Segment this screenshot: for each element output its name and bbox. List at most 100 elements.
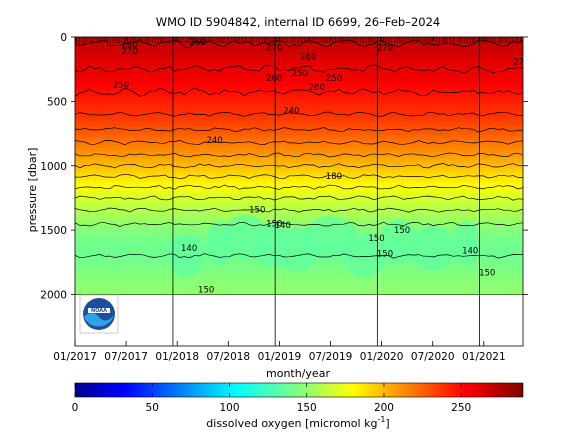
oxygen-band: [75, 212, 523, 216]
colorbar-ticks: 0 50 100 150 200 250: [72, 383, 471, 414]
oxygen-band: [75, 57, 523, 61]
contour-line-210: [75, 152, 523, 158]
x-tick-label: 07/2019: [309, 351, 353, 363]
oxygen-band: [75, 52, 523, 56]
x-tick-label: 01/2017: [53, 351, 97, 363]
contour-label: 260: [309, 83, 325, 93]
oxygen-band: [75, 181, 523, 185]
oxygen-band: [75, 222, 523, 226]
contour-line-220: [75, 140, 523, 146]
contour-label: 150: [479, 269, 495, 279]
colorbar-tick-label: 100: [219, 402, 239, 414]
oxygen-band: [75, 101, 523, 105]
oxygen-band: [75, 291, 523, 295]
oxygen-band: [75, 103, 523, 108]
oxygen-band: [75, 176, 523, 180]
noaa-logo-text: NOAA: [91, 308, 107, 314]
oxygen-band: [75, 80, 523, 84]
plot-frame: [74, 36, 524, 347]
oxygen-patch: [453, 221, 481, 265]
colorbar-label-sup: -1: [377, 415, 385, 424]
oxygen-band: [75, 93, 523, 97]
colorbar-label: dissolved oxygen [micromol kg-1]: [206, 415, 389, 430]
y-axis: 0 500 1000 1500 2000: [40, 32, 528, 302]
colorbar: [74, 382, 524, 398]
contour-label: 150: [368, 234, 384, 244]
noaa-logo: NOAA: [79, 294, 119, 334]
oxygen-band: [75, 70, 523, 74]
contour-label: 240: [283, 106, 299, 116]
oxygen-band: [75, 186, 523, 190]
contour-label: 180: [326, 172, 342, 182]
oxygen-band: [75, 170, 523, 174]
y-axis-label: pressure [dbar]: [26, 148, 39, 233]
oxygen-band: [75, 150, 523, 154]
oxygen-band: [75, 188, 523, 192]
contour-label: 250: [292, 69, 308, 79]
oxygen-band: [75, 152, 523, 156]
contour-label: 250: [326, 74, 342, 84]
contour-line-260: [75, 64, 523, 74]
oxygen-band: [75, 91, 523, 95]
oxygen-band: [75, 129, 523, 133]
oxygen-band: [75, 73, 523, 77]
oxygen-band: [75, 62, 523, 66]
oxygen-band: [75, 199, 523, 203]
colorbar-tick-label: 150: [297, 402, 317, 414]
contour-line-250: [75, 87, 523, 97]
contour-label: 140: [275, 221, 291, 231]
oxygen-band: [75, 204, 523, 208]
contour-label: 240: [207, 136, 223, 146]
oxygen-band: [75, 279, 523, 283]
contour-label: 150: [198, 285, 214, 295]
contour-label: 260: [190, 38, 206, 48]
contour-label: 260: [121, 41, 137, 51]
colorbar-tick-label: 200: [374, 402, 394, 414]
oxygen-band: [75, 96, 523, 100]
contour-label: 140: [181, 244, 197, 254]
oxygen-band: [75, 276, 523, 280]
y-tick-label: 0: [60, 32, 67, 44]
oxygen-band: [75, 127, 523, 131]
oxygen-band: [75, 111, 523, 115]
oxygen-band: [75, 201, 523, 205]
contour-label: 260: [266, 74, 282, 84]
colorbar-label-text: dissolved oxygen [micromol kg: [206, 417, 377, 430]
x-tick-label: 01/2020: [360, 351, 404, 363]
x-tick-label: 01/2021: [462, 351, 506, 363]
contour-line-170: [75, 195, 523, 201]
contour-line-180: [75, 184, 523, 190]
contour-label: 150: [249, 206, 265, 216]
oxygen-band: [75, 191, 523, 195]
oxygen-band: [75, 109, 523, 113]
x-axis: 01/2017 07/2017 01/2018 07/2018 01/2019 07/20…: [53, 37, 506, 363]
oxygen-band: [75, 224, 523, 229]
oxygen-band: [75, 137, 523, 141]
contour-label: 270: [121, 47, 137, 57]
oxygen-band: [75, 98, 523, 102]
oxygen-band: [75, 42, 523, 46]
contour-label: 150: [266, 220, 282, 230]
contour-label: 150: [377, 249, 393, 259]
oxygen-band: [75, 116, 523, 120]
contour-label: 150: [394, 226, 410, 236]
oxygen-band: [75, 60, 523, 64]
oxygen-band: [75, 114, 523, 118]
oxygen-band: [75, 163, 523, 167]
x-tick-label: 01/2019: [258, 351, 302, 363]
oxygen-patch: [167, 233, 204, 278]
oxygen-band: [75, 165, 523, 169]
y-tick-label: 500: [47, 96, 67, 108]
oxygen-band: [75, 281, 523, 285]
contour-label: 140: [462, 247, 478, 257]
contour-line-160: [75, 207, 523, 213]
oxygen-band: [75, 85, 523, 89]
oxygen-band: [75, 183, 523, 187]
oxygen-band: [75, 132, 523, 136]
contour-line-230: [75, 127, 523, 133]
oxygen-band: [75, 121, 523, 126]
oxygen-band: [75, 83, 523, 87]
colorbar-tick-label: 50: [146, 402, 159, 414]
contour-label: 250: [113, 81, 129, 91]
